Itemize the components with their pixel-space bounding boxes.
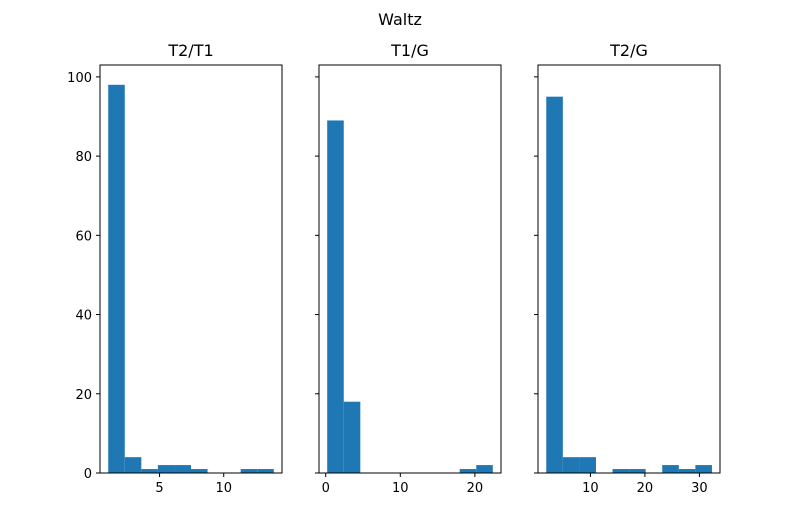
histogram-bar xyxy=(124,457,142,473)
histogram-bar xyxy=(174,465,191,473)
axes-frame xyxy=(537,64,721,474)
y-tick-label: 20 xyxy=(75,388,92,403)
histogram-bar xyxy=(562,457,580,473)
histogram-bar xyxy=(327,120,344,474)
x-tick-label: 10 xyxy=(582,481,599,496)
x-tick-label: 20 xyxy=(467,481,484,496)
y-tick-label: 100 xyxy=(67,71,92,86)
subplot-3: T2/G 10 20 30 xyxy=(534,41,721,496)
x-tick-label: 30 xyxy=(691,481,708,496)
histogram-bar xyxy=(343,401,361,473)
histogram-bar xyxy=(257,469,274,473)
subplot-title: T2/T1 xyxy=(167,41,213,60)
x-tick-label: 0 xyxy=(322,481,330,496)
histogram-bar xyxy=(141,469,158,473)
x-tick-label: 10 xyxy=(215,481,232,496)
y-tick-label: 0 xyxy=(84,467,92,482)
y-tick-label: 80 xyxy=(75,150,92,165)
histogram-bar xyxy=(629,469,646,473)
x-tick-label: 5 xyxy=(155,481,163,496)
figure-suptitle: Waltz xyxy=(378,10,422,29)
histogram-bar xyxy=(662,465,679,473)
histogram-bar xyxy=(476,465,493,473)
histogram-bar xyxy=(695,465,712,473)
axes-frame xyxy=(318,64,502,474)
histogram-bar xyxy=(240,469,258,473)
histogram-bar xyxy=(459,469,477,473)
subplot-title: T2/G xyxy=(609,41,648,60)
x-tick-label: 10 xyxy=(392,481,409,496)
y-tick-label: 40 xyxy=(75,309,92,324)
histogram-bar xyxy=(612,469,630,473)
axes-frame xyxy=(99,64,283,474)
histogram-bar xyxy=(579,457,596,473)
histogram-bar xyxy=(191,469,208,473)
histogram-bar xyxy=(678,469,696,473)
histogram-bar xyxy=(157,465,175,473)
y-tick-label: 60 xyxy=(75,229,92,244)
histogram-bar xyxy=(546,96,563,473)
histogram-bar xyxy=(108,84,125,473)
subplot-2: T1/G 0 10 20 xyxy=(315,41,502,496)
subplot-title: T1/G xyxy=(390,41,429,60)
x-tick-label: 20 xyxy=(637,481,654,496)
